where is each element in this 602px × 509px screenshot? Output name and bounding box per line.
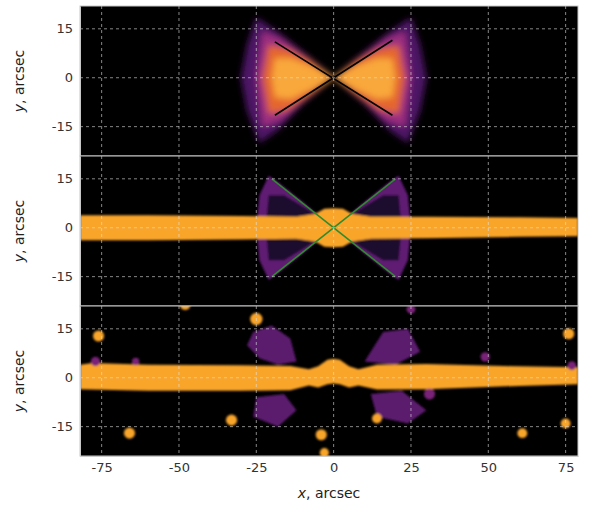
grid-line-x <box>101 156 102 306</box>
x-axis-title: x, arcsec <box>297 485 361 501</box>
point-source <box>316 429 327 440</box>
point-source <box>567 361 576 370</box>
grid-line-x <box>565 156 566 306</box>
intensity-region <box>247 326 296 365</box>
y-tick: 15 <box>56 21 80 36</box>
intensity-region <box>365 329 421 365</box>
image-layer <box>80 176 578 280</box>
point-source <box>180 306 191 310</box>
plot-background <box>80 156 578 306</box>
grid-line-y <box>80 426 578 427</box>
y-axis-line <box>80 7 81 157</box>
y-tick: 0 <box>65 370 80 385</box>
x-tick-label: 75 <box>558 460 575 475</box>
grid <box>80 156 578 306</box>
panel: -15 0 15 y, arcsec <box>11 156 579 307</box>
plot-frame <box>80 6 578 156</box>
grid-line-y <box>80 28 578 29</box>
x-tick-label: 25 <box>403 460 420 475</box>
x-axis: -75 -50 -25 0 25 50 75 <box>81 456 579 475</box>
y-tick-label: 0 <box>65 70 73 85</box>
y-tick-label: 0 <box>65 220 73 235</box>
y-tick-label: -15 <box>52 269 73 284</box>
plot-background <box>80 6 578 156</box>
point-source <box>517 428 527 438</box>
y-axis-title: y, arcsec <box>11 350 27 414</box>
grid <box>80 306 578 456</box>
y-tick: 0 <box>65 220 80 235</box>
intensity-region <box>80 359 578 391</box>
figure: -15015y, arcsec-15015y, arcsec-15015-75-… <box>0 0 602 509</box>
point-source <box>563 328 574 339</box>
y-tick-label: 15 <box>56 171 73 186</box>
y-axis-line <box>80 307 81 457</box>
grid-line-y <box>80 276 578 277</box>
grid-line-x <box>565 306 566 456</box>
plot-background <box>80 306 578 456</box>
plot-frame <box>80 306 578 456</box>
y-tick-label: -15 <box>52 119 73 134</box>
grid-line-x <box>101 306 102 456</box>
intensity-region <box>371 391 427 424</box>
x-tick-label: -25 <box>246 460 267 475</box>
plot-frame <box>80 156 578 306</box>
y-tick: 15 <box>56 171 80 186</box>
y-axis-title: y, arcsec <box>11 50 27 114</box>
y-tick-label: -15 <box>52 419 73 434</box>
grid <box>80 6 578 156</box>
point-source <box>226 415 237 426</box>
x-tick-label: -50 <box>169 460 190 475</box>
y-tick-label: 0 <box>65 370 73 385</box>
grid-line-y <box>80 126 578 127</box>
y-tick-label: 15 <box>56 21 73 36</box>
point-source <box>91 357 100 366</box>
grid-line-y <box>80 178 578 179</box>
x-tick: -25 <box>246 456 267 475</box>
y-tick: -15 <box>52 419 80 434</box>
x-tick: -75 <box>92 456 113 475</box>
y-tick: 0 <box>65 70 80 85</box>
y-tick: -15 <box>52 269 80 284</box>
y-tick: -15 <box>52 119 80 134</box>
plot-marks <box>80 176 578 280</box>
grid-line-x <box>565 6 566 156</box>
x-tick: 25 <box>403 456 420 475</box>
point-source <box>124 428 135 439</box>
y-axis-title: y, arcsec <box>11 200 27 264</box>
x-tick: 0 <box>330 456 338 475</box>
x-tick: -50 <box>169 456 190 475</box>
panel: -15 0 15 -75 -50 -25 0 25 50 75 y, arcsec x, arcsec <box>11 299 579 501</box>
grid-line-y <box>80 77 578 78</box>
x-tick-label: 50 <box>481 460 498 475</box>
point-source <box>93 330 104 341</box>
x-tick-label: -75 <box>92 460 113 475</box>
grid-line-y <box>80 328 578 329</box>
point-source <box>372 414 382 424</box>
grid-line-y <box>80 227 578 228</box>
intensity-region <box>253 394 296 427</box>
x-tick-label: 0 <box>330 460 338 475</box>
plot-marks <box>80 306 578 456</box>
y-tick-label: 15 <box>56 321 73 336</box>
point-source <box>424 388 435 399</box>
panel: -15 0 15 y, arcsec <box>11 6 579 157</box>
intensity-region <box>80 208 578 247</box>
x-axis-line <box>81 456 579 457</box>
y-axis: -15 0 15 <box>52 307 81 457</box>
grid-line-x <box>101 6 102 156</box>
image-layer <box>80 306 578 456</box>
x-tick: 75 <box>558 456 575 475</box>
x-tick: 50 <box>481 456 498 475</box>
y-axis: -15 0 15 <box>52 157 81 307</box>
y-axis-line <box>80 157 81 307</box>
y-axis: -15 0 15 <box>52 7 81 157</box>
point-source <box>132 358 139 365</box>
y-tick: 15 <box>56 321 80 336</box>
point-source <box>320 448 329 456</box>
grid-line-y <box>80 377 578 378</box>
chart-root: -15015y, arcsec-15015y, arcsec-15015-75-… <box>0 0 602 509</box>
